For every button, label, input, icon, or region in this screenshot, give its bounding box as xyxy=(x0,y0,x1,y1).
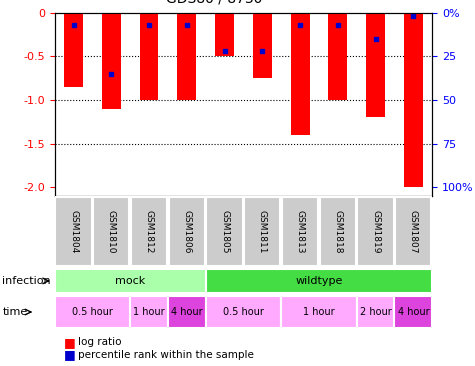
Text: 4 hour: 4 hour xyxy=(398,307,429,317)
Bar xyxy=(358,197,394,266)
Text: log ratio: log ratio xyxy=(78,337,122,347)
Bar xyxy=(395,197,431,266)
Text: 1 hour: 1 hour xyxy=(133,307,165,317)
Bar xyxy=(244,197,280,266)
Bar xyxy=(130,296,168,328)
Text: GSM1819: GSM1819 xyxy=(371,210,380,253)
Bar xyxy=(395,296,432,328)
Bar xyxy=(207,197,243,266)
Text: percentile rank within the sample: percentile rank within the sample xyxy=(78,350,254,360)
Text: GSM1810: GSM1810 xyxy=(107,210,116,253)
Text: GSM1804: GSM1804 xyxy=(69,210,78,253)
Text: infection: infection xyxy=(2,276,51,286)
Bar xyxy=(131,197,167,266)
Text: 0.5 hour: 0.5 hour xyxy=(223,307,264,317)
Bar xyxy=(169,197,205,266)
Bar xyxy=(93,197,129,266)
Text: wildtype: wildtype xyxy=(295,276,342,286)
Text: ■: ■ xyxy=(64,348,76,362)
Text: 4 hour: 4 hour xyxy=(171,307,203,317)
Bar xyxy=(281,296,357,328)
Bar xyxy=(56,197,92,266)
Bar xyxy=(55,296,130,328)
Bar xyxy=(177,13,196,100)
Text: GSM1818: GSM1818 xyxy=(333,210,342,253)
Bar xyxy=(206,296,281,328)
Text: GSM1805: GSM1805 xyxy=(220,210,229,253)
Bar xyxy=(55,269,206,293)
Text: ■: ■ xyxy=(64,336,76,349)
Bar xyxy=(291,13,310,135)
Text: GSM1807: GSM1807 xyxy=(409,210,418,253)
Bar xyxy=(320,197,356,266)
Bar xyxy=(140,13,159,100)
Text: time: time xyxy=(2,307,28,317)
Bar xyxy=(253,13,272,78)
Text: GSM1811: GSM1811 xyxy=(258,210,267,253)
Bar xyxy=(366,13,385,117)
Text: GDS80 / 8730: GDS80 / 8730 xyxy=(166,0,262,5)
Text: GSM1812: GSM1812 xyxy=(144,210,153,253)
Bar xyxy=(64,13,83,87)
Bar xyxy=(282,197,318,266)
Text: 2 hour: 2 hour xyxy=(360,307,391,317)
Bar xyxy=(206,269,432,293)
Bar xyxy=(404,13,423,187)
Bar xyxy=(328,13,347,100)
Bar xyxy=(168,296,206,328)
Bar xyxy=(102,13,121,109)
Text: GSM1806: GSM1806 xyxy=(182,210,191,253)
Text: 1 hour: 1 hour xyxy=(303,307,335,317)
Text: 0.5 hour: 0.5 hour xyxy=(72,307,113,317)
Bar xyxy=(357,296,394,328)
Text: mock: mock xyxy=(115,276,145,286)
Text: GSM1813: GSM1813 xyxy=(295,210,304,253)
Bar xyxy=(215,13,234,56)
